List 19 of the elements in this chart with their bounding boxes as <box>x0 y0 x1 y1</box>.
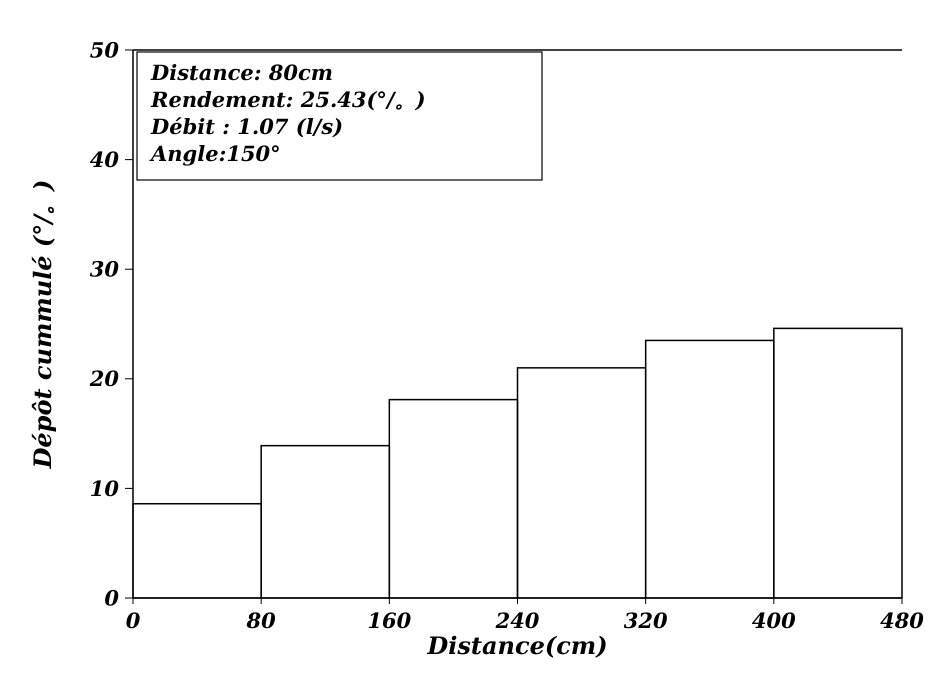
x-tick-label: 240 <box>494 608 540 633</box>
annotation: Distance: 80cm <box>150 60 334 85</box>
y-tick-label: 20 <box>88 366 120 392</box>
x-tick-label: 400 <box>752 608 796 633</box>
y-tick-label: 10 <box>90 476 120 501</box>
x-tick-label: 160 <box>367 608 412 633</box>
y-tick-label: 40 <box>90 146 120 172</box>
y-tick-label: 30 <box>90 256 120 282</box>
x-axis-title: Distance(cm) <box>426 631 608 660</box>
x-tick-label: 480 <box>880 608 924 633</box>
x-tick-label: 320 <box>624 608 668 633</box>
y-axis-title: Dépôt cummulé (°/。) <box>28 180 57 470</box>
annotation: Débit : 1.07 (l/s) <box>150 114 344 139</box>
annotation: Angle:150° <box>149 141 281 166</box>
annotation: Rendement: 25.43(°/。) <box>150 87 426 112</box>
x-tick-label: 80 <box>246 608 276 633</box>
y-tick-label: 0 <box>104 585 120 610</box>
x-tick-label: 0 <box>126 608 141 633</box>
y-tick-label: 50 <box>90 37 120 62</box>
